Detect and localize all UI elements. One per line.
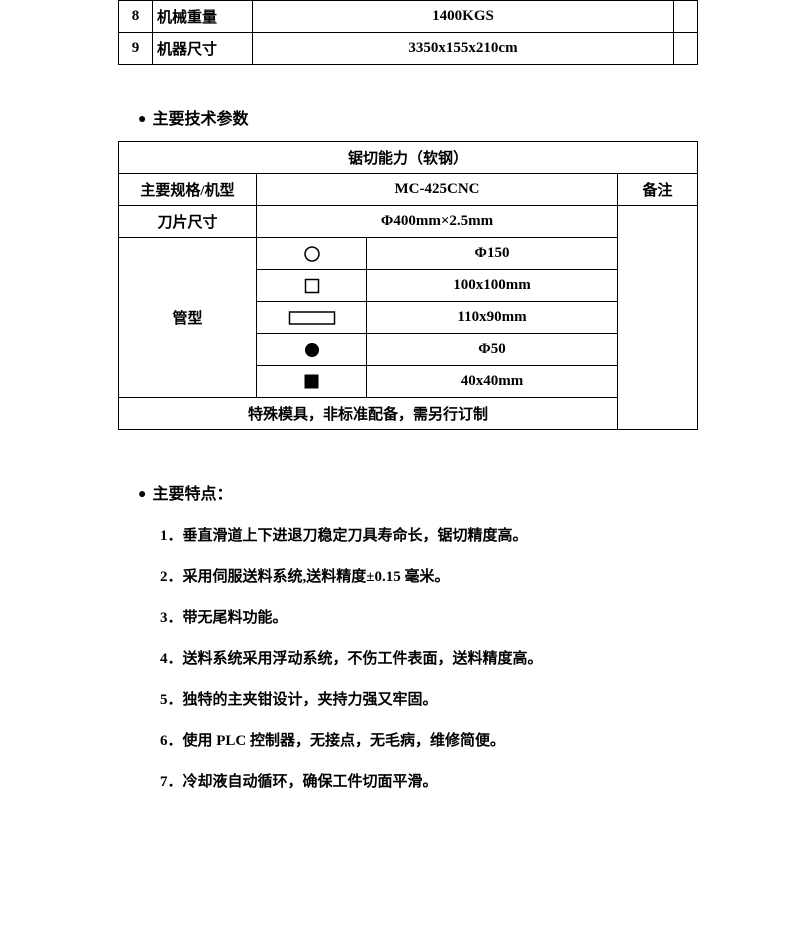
list-item: 1．垂直滑道上下进退刀稳定刀具寿命长，锯切精度高。 [160, 524, 698, 545]
tube-value-cell: 110x90mm [367, 302, 618, 334]
spec-footer-row: 特殊模具，非标准配备，需另行订制 [119, 398, 698, 430]
spec-table: 锯切能力（软钢） 主要规格/机型 MC-425CNC 备注 刀片尺寸 Φ400m… [118, 141, 698, 430]
document-page: 8机械重量1400KGS9机器尺寸3350x155x210cm ●主要技术参数 … [0, 0, 793, 841]
rect-outline-icon [257, 302, 367, 334]
list-item: 5．独特的主夹钳设计，夹持力强又牢固。 [160, 688, 698, 709]
section1-title-text: 主要技术参数 [152, 111, 248, 128]
row-empty [674, 1, 698, 33]
note-empty-cell [618, 206, 698, 430]
blade-value: Φ400mm×2.5mm [257, 206, 618, 238]
row-num: 8 [119, 1, 153, 33]
row-label: 机械重量 [153, 1, 253, 33]
blade-label: 刀片尺寸 [119, 206, 257, 238]
spec-col-spec: 主要规格/机型 [119, 174, 257, 206]
tube-value-cell: Φ150 [367, 238, 618, 270]
table-row: 9机器尺寸3350x155x210cm [119, 33, 698, 65]
table-row: 8机械重量1400KGS [119, 1, 698, 33]
list-item: 7．冷却液自动循环，确保工件切面平滑。 [160, 770, 698, 791]
tube-value-cell: Φ50 [367, 334, 618, 366]
section-heading-2: ● 主要特点： [138, 480, 698, 504]
circle-solid-icon [257, 334, 367, 366]
section-heading-1: ● 主要技术参数 [138, 105, 698, 129]
list-item: 6．使用 PLC 控制器，无接点，无毛病，维修简便。 [160, 729, 698, 750]
tube-label: 管型 [119, 238, 257, 398]
top-table-body: 8机械重量1400KGS9机器尺寸3350x155x210cm [119, 1, 698, 65]
bullet-icon: ● [138, 112, 146, 127]
circle-outline-icon [257, 238, 367, 270]
row-value: 3350x155x210cm [253, 33, 674, 65]
row-value: 1400KGS [253, 1, 674, 33]
row-label: 机器尺寸 [153, 33, 253, 65]
section2-title-text: 主要特点： [152, 486, 232, 503]
square-solid-icon [257, 366, 367, 398]
spec-title-cell: 锯切能力（软钢） [119, 142, 698, 174]
list-item: 3．带无尾料功能。 [160, 606, 698, 627]
row-empty [674, 33, 698, 65]
tube-value-cell: 40x40mm [367, 366, 618, 398]
list-item: 4．送料系统采用浮动系统，不伤工件表面，送料精度高。 [160, 647, 698, 668]
tube-value-cell: 100x100mm [367, 270, 618, 302]
top-continuation-table: 8机械重量1400KGS9机器尺寸3350x155x210cm [118, 0, 698, 65]
spec-footer-cell: 特殊模具，非标准配备，需另行订制 [119, 398, 618, 430]
square-outline-icon [257, 270, 367, 302]
tube-row: 管型 Φ150 [119, 238, 698, 270]
row-num: 9 [119, 33, 153, 65]
spec-header-row: 主要规格/机型 MC-425CNC 备注 [119, 174, 698, 206]
blade-row: 刀片尺寸 Φ400mm×2.5mm [119, 206, 698, 238]
list-item: 2．采用伺服送料系统,送料精度±0.15 毫米。 [160, 565, 698, 586]
bullet-icon: ● [138, 487, 146, 502]
spec-col-note: 备注 [618, 174, 698, 206]
features-list: 1．垂直滑道上下进退刀稳定刀具寿命长，锯切精度高。 2．采用伺服送料系统,送料精度… [160, 524, 698, 791]
spec-title-row: 锯切能力（软钢） [119, 142, 698, 174]
spec-col-model: MC-425CNC [257, 174, 618, 206]
